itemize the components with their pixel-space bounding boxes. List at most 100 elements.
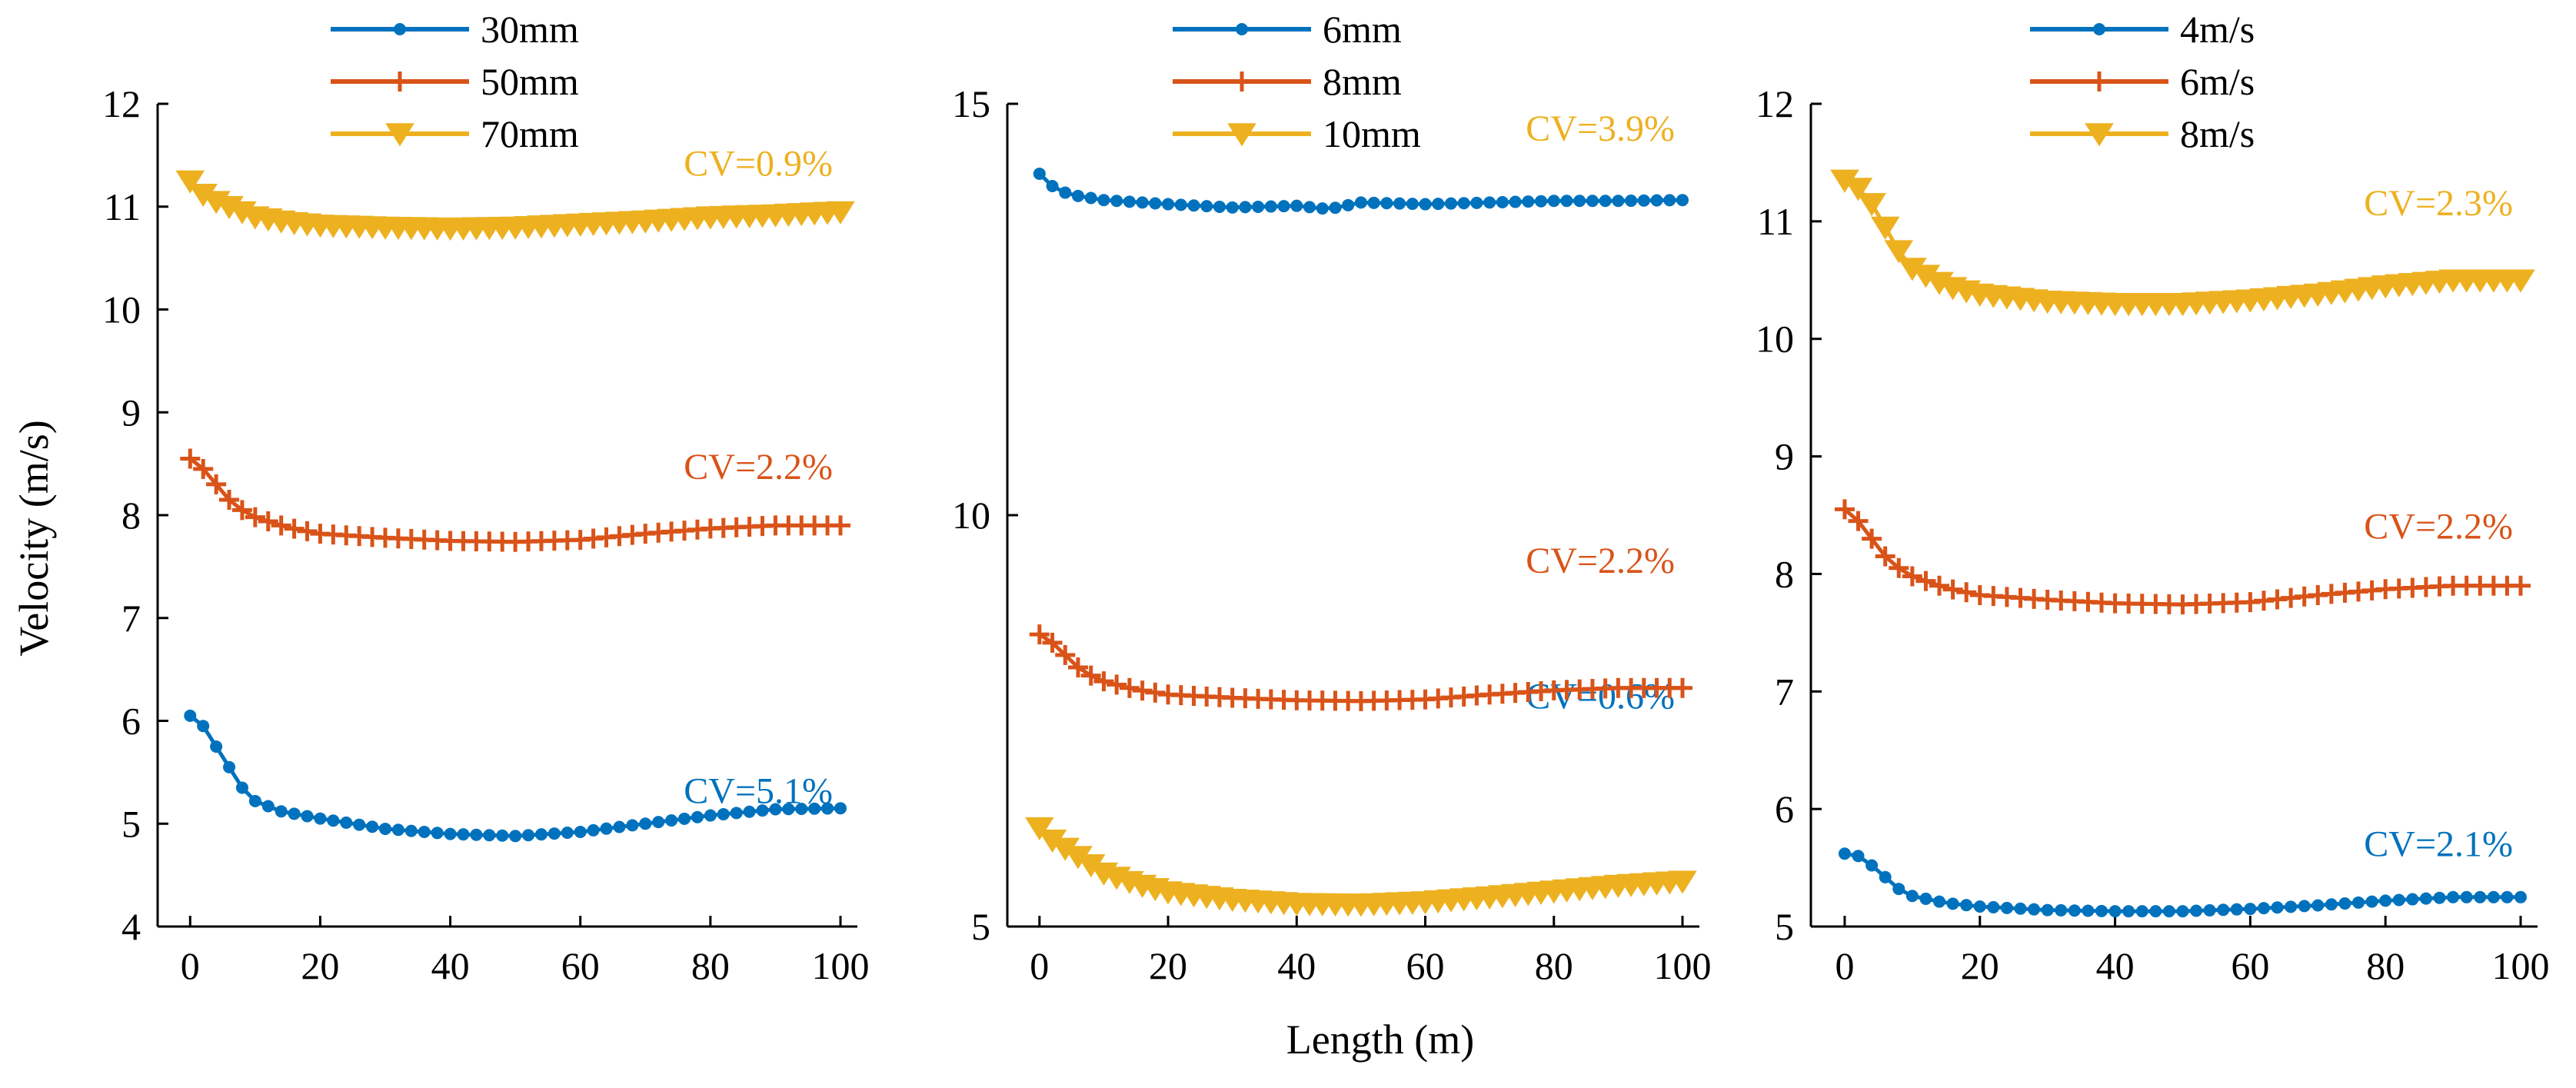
data-point [1162, 198, 1175, 211]
data-point [1586, 195, 1599, 208]
data-point [1059, 186, 1072, 199]
data-point [2244, 903, 2257, 916]
panel-a: 4 5 6 7 8 9 10 11 12 0 20 40 60 80 100 CV=5.1% 30mm CV=2.… [102, 8, 870, 987]
data-point [613, 820, 626, 833]
data-point [1509, 195, 1522, 208]
x-tick-label: 0 [1030, 944, 1049, 987]
x-tick-label: 100 [1654, 944, 1712, 987]
data-point [743, 805, 756, 818]
data-point [1915, 571, 1936, 591]
data-point [2325, 898, 2338, 911]
y-tick-label: 4 [121, 905, 141, 948]
data-point [1067, 657, 1088, 677]
x-tick-label: 60 [1406, 944, 1445, 987]
data-point [431, 827, 444, 840]
data-point [1226, 201, 1239, 214]
legend-marker [1227, 123, 1256, 147]
data-point [1946, 897, 1959, 910]
data-point [2041, 903, 2054, 917]
x-tick-label: 80 [1535, 944, 1573, 987]
data-point [826, 201, 855, 225]
data-point [275, 805, 288, 818]
data-point [665, 814, 678, 827]
data-point [2271, 901, 2284, 914]
data-point [1097, 194, 1110, 207]
data-point [1879, 870, 1892, 883]
data-point [821, 802, 834, 815]
data-point [534, 828, 547, 841]
data-point [1560, 195, 1573, 208]
data-point [1132, 680, 1153, 701]
data-point [340, 816, 353, 829]
data-point [795, 802, 808, 815]
legend-label: 30mm [481, 8, 579, 51]
data-point [2108, 905, 2122, 918]
data-point [210, 740, 223, 753]
cv-label: CV=2.2% [1526, 541, 1675, 581]
legend-label: 8m/s [2180, 112, 2255, 155]
data-point [600, 822, 613, 835]
data-point [2311, 899, 2325, 912]
data-point [717, 807, 730, 820]
x-tick-label: 20 [1961, 944, 1999, 987]
data-point [730, 807, 743, 820]
data-point [1902, 566, 1922, 587]
data-point [2298, 900, 2311, 913]
data-point [574, 825, 587, 838]
data-point [1093, 671, 1114, 692]
data-point [2338, 897, 2351, 910]
y-tick-label: 10 [1756, 318, 1794, 361]
data-point [1960, 899, 1973, 912]
data-point [1973, 900, 1986, 913]
data-point [2474, 890, 2487, 903]
data-point [1834, 499, 1855, 520]
data-point [1599, 195, 1612, 208]
legend-marker [1232, 72, 1252, 91]
y-tick-label: 5 [1775, 905, 1794, 948]
x-tick-label: 60 [561, 944, 600, 987]
data-point [2352, 896, 2365, 909]
data-point [193, 458, 214, 479]
data-point [366, 820, 379, 833]
data-point [1084, 191, 1097, 205]
data-point [1033, 167, 1046, 180]
data-point [223, 760, 236, 774]
data-point [418, 825, 431, 838]
panel-b: 5 10 15 0 20 40 60 80 100 CV=0.6% 6mm CV=2.2% 8mm CV=… [952, 8, 1712, 987]
legend-label: 10mm [1323, 112, 1421, 155]
series-line [1038, 826, 1683, 907]
series-4m/s [1838, 847, 2527, 918]
data-point [2135, 905, 2148, 918]
x-tick-label: 20 [301, 944, 339, 987]
data-point [184, 709, 197, 722]
data-point [248, 794, 261, 807]
data-point [2095, 904, 2108, 917]
data-point [327, 814, 340, 827]
data-point [1080, 665, 1101, 686]
data-point [1547, 195, 1560, 208]
data-point [2392, 893, 2405, 907]
data-point [404, 824, 418, 837]
x-tick-label: 60 [2231, 944, 2269, 987]
data-point [1942, 579, 1963, 600]
data-point [1071, 189, 1084, 202]
data-point [1136, 196, 1149, 209]
data-point [288, 807, 301, 820]
data-point [1838, 847, 1851, 860]
data-point [2028, 903, 2041, 916]
data-point [782, 803, 795, 816]
y-tick-label: 10 [102, 288, 141, 331]
data-point [444, 827, 457, 840]
y-axis-title: Velocity (m/s) [11, 420, 57, 656]
data-point [1046, 180, 1059, 192]
data-point [1470, 196, 1483, 209]
data-point [1663, 194, 1676, 207]
data-point [561, 827, 574, 840]
legend-label: 4m/s [2180, 8, 2255, 51]
y-tick-label: 7 [121, 597, 141, 640]
legend-label: 70mm [481, 112, 579, 155]
data-point [1496, 195, 1509, 208]
y-tick-label: 7 [1775, 670, 1794, 713]
y-tick-label: 6 [121, 700, 141, 743]
